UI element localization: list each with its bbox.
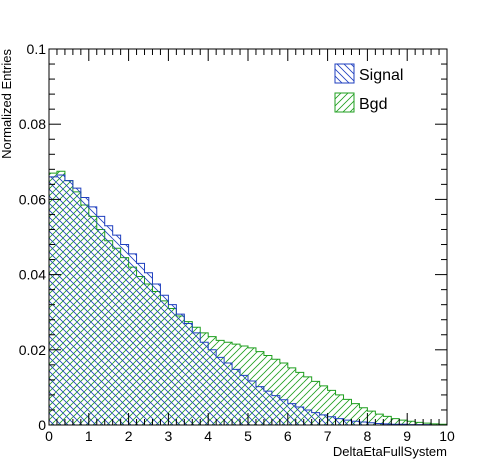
bin-signal-16 — [176, 314, 185, 425]
x-tick-label-2: 2 — [125, 428, 133, 444]
x-tick-label-8: 8 — [364, 428, 372, 444]
bin-signal-38 — [351, 421, 360, 425]
bin-bgd-28 — [271, 359, 280, 425]
bin-signal-6 — [96, 216, 105, 425]
bin-bgd-43 — [391, 418, 400, 425]
bin-signal-14 — [160, 295, 169, 425]
bin-signal-32 — [303, 409, 312, 425]
y-tick-label-5: 0.1 — [27, 41, 47, 57]
legend-swatch-signal — [334, 63, 355, 84]
bin-bgd-42 — [383, 416, 392, 425]
y-tick-label-2: 0.04 — [19, 267, 46, 283]
bin-bgd-37 — [343, 399, 352, 425]
x-tick-label-3: 3 — [165, 428, 173, 444]
axis-layer: 0 1 2 3 4 5 6 7 8 9 10 0 0.02 0.04 0.06 0.08 0.1 — [19, 41, 455, 444]
x-tick-label-9: 9 — [403, 428, 411, 444]
bin-signal-23 — [232, 369, 241, 425]
bin-signal-39 — [359, 421, 368, 425]
legend-swatch-bgd — [334, 92, 355, 113]
bin-signal-7 — [104, 225, 113, 425]
bin-bgd-35 — [327, 390, 336, 425]
bin-signal-25 — [248, 381, 256, 425]
bin-signal-34 — [319, 414, 328, 425]
y-tick-label-0: 0 — [38, 417, 46, 433]
bin-signal-42 — [383, 423, 392, 425]
bin-bgd-48 — [431, 423, 440, 425]
x-tick-label-7: 7 — [324, 428, 332, 444]
bin-signal-33 — [311, 412, 320, 425]
y-tick-label-1: 0.02 — [19, 342, 46, 358]
bin-signal-2 — [64, 180, 73, 425]
series-signal — [48, 174, 447, 426]
bin-bgd-40 — [367, 411, 376, 425]
bin-signal-28 — [271, 395, 280, 425]
bin-bgd-41 — [375, 414, 384, 425]
bin-signal-18 — [192, 332, 201, 425]
bin-signal-19 — [200, 342, 209, 425]
x-tick-label-4: 4 — [204, 428, 212, 444]
bin-signal-27 — [263, 391, 272, 425]
x-tick-label-5: 5 — [244, 428, 252, 444]
bin-bgd-34 — [319, 385, 328, 425]
x-tick-label-6: 6 — [284, 428, 292, 444]
bin-bgd-47 — [423, 423, 432, 425]
bin-signal-37 — [343, 420, 352, 425]
bin-signal-13 — [152, 284, 161, 425]
bin-signal-4 — [80, 197, 89, 425]
legend: Signal Bgd — [334, 63, 403, 113]
y-tick-label-3: 0.06 — [19, 191, 46, 207]
bin-signal-5 — [88, 206, 97, 425]
bin-signal-15 — [168, 304, 177, 425]
bin-signal-36 — [335, 418, 344, 425]
bin-signal-1 — [56, 174, 65, 425]
bin-bgd-36 — [335, 394, 344, 425]
bin-bgd-46 — [415, 422, 424, 425]
x-tick-label-1: 1 — [85, 428, 93, 444]
bin-signal-22 — [224, 362, 233, 425]
bin-signal-17 — [184, 323, 193, 425]
bin-bgd-32 — [303, 376, 312, 425]
x-tick-label-0: 0 — [45, 428, 53, 444]
bin-bgd-31 — [295, 372, 304, 425]
bin-signal-12 — [144, 272, 153, 425]
x-tick-label-10: 10 — [439, 428, 455, 444]
bin-signal-40 — [367, 422, 376, 425]
y-axis-title: Normalized Entries — [0, 49, 14, 159]
bin-signal-35 — [327, 416, 336, 425]
bin-signal-21 — [216, 357, 225, 425]
bin-signal-20 — [208, 349, 217, 425]
bin-bgd-39 — [359, 407, 368, 425]
bin-bgd-33 — [311, 381, 320, 425]
y-tick-label-4: 0.08 — [19, 116, 46, 132]
bin-signal-41 — [375, 423, 384, 425]
bin-signal-30 — [287, 403, 296, 425]
bin-bgd-45 — [407, 421, 416, 425]
bin-bgd-38 — [351, 403, 360, 425]
bin-bgd-29 — [279, 362, 288, 425]
bin-signal-31 — [295, 406, 304, 425]
bin-signal-10 — [128, 253, 137, 425]
bin-signal-8 — [112, 235, 121, 425]
bin-signal-0 — [49, 176, 57, 425]
bin-signal-11 — [136, 263, 145, 425]
bin-signal-26 — [255, 386, 264, 425]
bin-bgd-30 — [287, 367, 296, 425]
bin-bgd-44 — [399, 420, 408, 425]
legend-label-signal: Signal — [359, 67, 403, 84]
bin-bgd-27 — [263, 355, 272, 425]
bin-signal-9 — [120, 244, 129, 425]
bin-signal-3 — [72, 188, 81, 425]
series-layer — [48, 170, 448, 426]
bin-signal-24 — [240, 375, 248, 425]
legend-label-bgd: Bgd — [359, 96, 387, 113]
x-axis-title: DeltaEtaFullSystem — [333, 444, 447, 459]
bin-signal-29 — [279, 399, 288, 425]
